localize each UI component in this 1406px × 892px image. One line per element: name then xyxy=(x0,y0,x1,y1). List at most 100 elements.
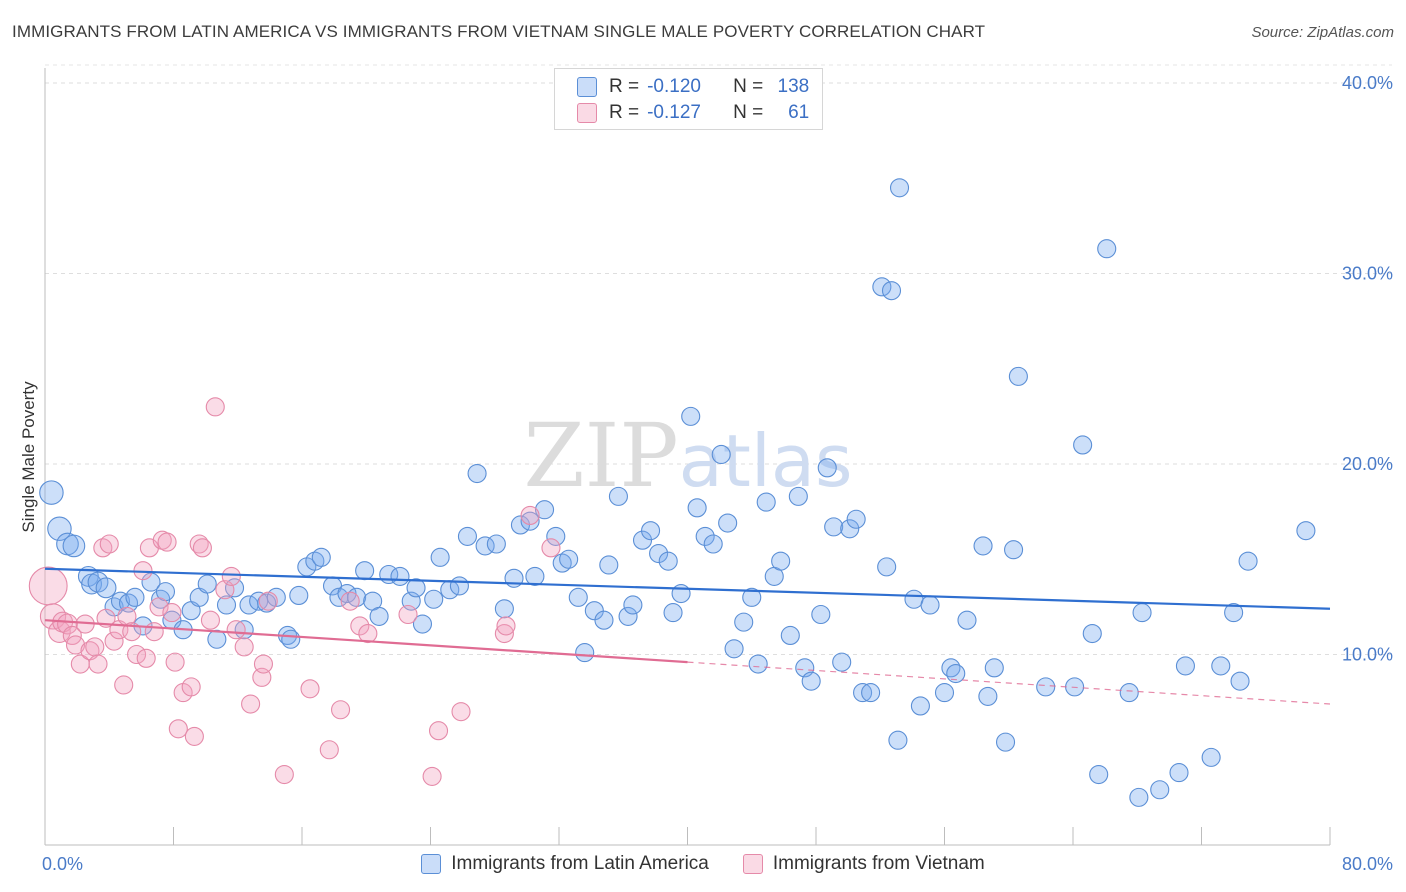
data-point xyxy=(1132,603,1152,623)
data-point xyxy=(824,517,844,537)
data-point xyxy=(330,700,351,720)
data-point xyxy=(832,652,852,672)
y-tick-label: 40.0% xyxy=(1342,73,1393,93)
stats-legend: R = -0.120 N = 138 R = -0.127 N = 61 xyxy=(554,68,823,130)
legend-r-value: -0.127 xyxy=(647,102,701,123)
data-point xyxy=(221,566,241,586)
data-point xyxy=(1175,656,1195,676)
y-axis-label: Single Male Poverty xyxy=(19,381,38,533)
data-point xyxy=(181,677,201,697)
data-point xyxy=(281,629,301,649)
chart-title: IMMIGRANTS FROM LATIN AMERICA VS IMMIGRA… xyxy=(12,22,986,41)
data-point xyxy=(125,587,145,607)
y-tick-label: 10.0% xyxy=(1342,645,1393,665)
data-point xyxy=(658,551,678,571)
data-point xyxy=(62,534,86,558)
data-point xyxy=(881,281,902,301)
legend-r-label: R = xyxy=(609,102,640,123)
data-point xyxy=(241,694,261,714)
data-point xyxy=(995,732,1016,752)
data-point xyxy=(984,658,1004,678)
data-point xyxy=(681,406,701,426)
data-point xyxy=(216,595,237,615)
data-point xyxy=(494,623,514,644)
data-point xyxy=(568,587,588,607)
data-point xyxy=(494,599,514,619)
data-point xyxy=(904,589,924,609)
data-point xyxy=(1119,683,1139,703)
data-point xyxy=(724,639,744,659)
data-point xyxy=(920,595,940,615)
data-point xyxy=(1073,435,1093,455)
data-point xyxy=(95,577,117,599)
data-point xyxy=(65,635,86,655)
data-point xyxy=(340,591,360,611)
data-point xyxy=(358,623,378,644)
data-point xyxy=(748,654,768,674)
data-point xyxy=(1097,239,1117,259)
data-point xyxy=(390,566,410,586)
data-point xyxy=(1238,551,1258,571)
legend-item-latin-america: Immigrants from Latin America xyxy=(421,853,709,875)
data-point xyxy=(711,444,731,465)
data-point xyxy=(162,603,182,623)
data-point xyxy=(973,536,993,556)
data-point xyxy=(226,620,246,640)
legend-swatch-latin-america xyxy=(577,77,597,97)
data-point xyxy=(840,519,860,539)
data-point xyxy=(104,631,124,651)
legend-row-vietnam: R = -0.127 N = 61 xyxy=(577,101,809,125)
trend-line-0 xyxy=(44,567,1331,610)
watermark-atlas: atlas xyxy=(679,419,853,503)
data-point xyxy=(451,702,471,722)
legend-swatch-latin-america xyxy=(421,854,442,874)
data-point xyxy=(224,578,245,598)
data-point xyxy=(1129,787,1149,807)
data-point xyxy=(168,719,188,739)
data-point xyxy=(57,613,78,635)
data-point xyxy=(165,652,185,672)
axes xyxy=(44,68,1331,846)
legend-r-value: -0.120 xyxy=(647,76,701,97)
data-point xyxy=(872,277,892,297)
data-point xyxy=(99,534,119,554)
x-tick-label: 0.0% xyxy=(42,854,83,874)
data-point xyxy=(846,509,866,529)
data-point xyxy=(801,671,821,691)
data-point xyxy=(258,591,278,611)
data-point xyxy=(687,498,707,518)
data-point xyxy=(337,583,357,604)
data-point xyxy=(520,505,540,525)
data-point xyxy=(253,654,274,674)
data-point xyxy=(289,585,309,605)
data-point xyxy=(457,526,477,546)
trend-layer xyxy=(44,567,1331,705)
data-point xyxy=(877,557,897,577)
data-point xyxy=(1150,780,1170,800)
data-point xyxy=(1169,763,1189,783)
legend-swatch-vietnam xyxy=(742,854,763,874)
legend-item-vietnam: Immigrants from Vietnam xyxy=(742,853,985,875)
legend-n-label: N = xyxy=(733,76,764,97)
data-point xyxy=(780,625,800,646)
data-point xyxy=(47,516,72,542)
data-point xyxy=(957,610,977,630)
data-point xyxy=(861,683,881,703)
data-point xyxy=(114,675,134,695)
watermark: ZIPatlas xyxy=(523,404,852,507)
trend-line-extension-1 xyxy=(687,661,1331,705)
data-point xyxy=(88,654,108,674)
data-point xyxy=(467,463,487,484)
data-point xyxy=(541,538,561,558)
data-point xyxy=(1004,540,1024,560)
legend-label-latin-america: Immigrants from Latin America xyxy=(451,853,709,874)
data-point xyxy=(406,578,426,598)
data-point xyxy=(663,603,683,623)
data-point xyxy=(136,648,156,668)
data-point xyxy=(734,612,754,632)
tick-labels: 10.0% 20.0% 30.0% 40.0% 0.0% 80.0% xyxy=(42,73,1393,874)
data-point xyxy=(39,480,64,505)
data-point xyxy=(496,616,516,636)
data-point xyxy=(189,534,209,554)
